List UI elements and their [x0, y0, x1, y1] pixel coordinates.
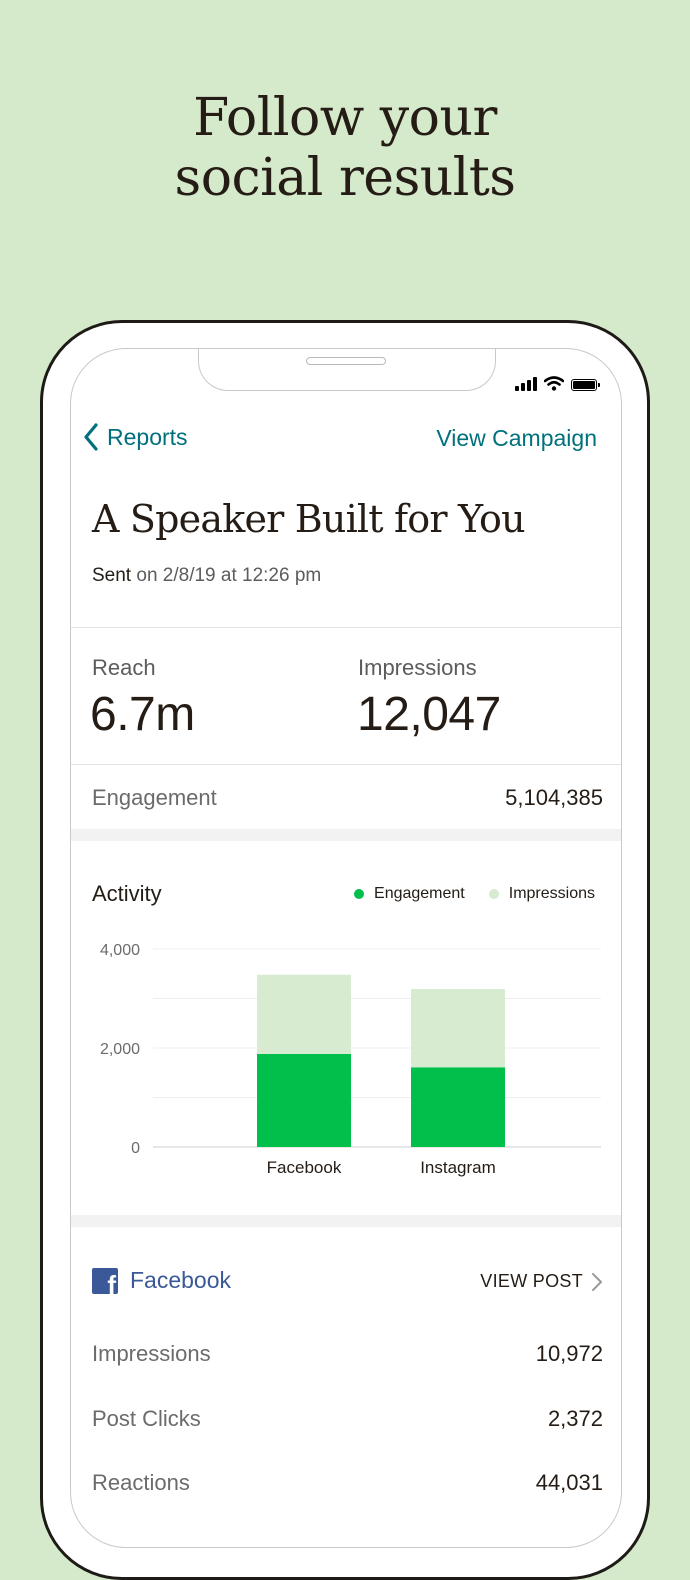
engagement-value: 5,104,385	[505, 785, 603, 810]
divider	[71, 627, 621, 628]
back-label: Reports	[107, 423, 188, 450]
engagement-label: Engagement	[92, 785, 217, 810]
fb-reactions-value: 44,031	[535, 1470, 603, 1495]
activity-chart: 4,000 2,000 0 Facebook Instagram	[100, 942, 601, 1177]
impressions-dot	[488, 889, 499, 899]
legend-impressions-label: Impressions	[508, 885, 595, 902]
activity-title: Activity	[92, 881, 162, 906]
legend-engagement: Engagement	[354, 885, 465, 903]
facebook-logo-icon: f	[92, 1267, 118, 1294]
headline-line-1: Follow your	[193, 88, 497, 148]
y-tick-label: 0	[131, 1140, 140, 1157]
divider	[71, 764, 621, 765]
view-post-label: VIEW POST	[480, 1271, 583, 1291]
battery-icon	[571, 379, 600, 391]
fb-impressions-value: 10,972	[535, 1341, 603, 1366]
chart-legend: Engagement Impressions	[354, 885, 595, 903]
fb-post-clicks-value: 2,372	[547, 1406, 603, 1431]
fb-impressions-label: Impressions	[92, 1341, 211, 1366]
engagement-dot	[354, 889, 365, 899]
chevron-right-icon	[592, 1272, 602, 1291]
sent-info: Sent on 2/8/19 at 12:26 pm	[92, 565, 321, 587]
headline-line-2: social results	[174, 148, 516, 208]
facebook-name: Facebook	[130, 1267, 232, 1293]
fb-reactions-label: Reactions	[92, 1470, 190, 1495]
nav-bar: Reports View Campaign	[71, 419, 621, 459]
legend-engagement-label: Engagement	[374, 885, 465, 902]
section-gap	[71, 829, 621, 841]
notch	[198, 349, 496, 391]
sent-detail: on 2/8/19 at 12:26 pm	[136, 565, 322, 586]
headline: Follow your social results	[0, 88, 690, 208]
signal-icon	[515, 377, 537, 391]
phone-screen: Reports View Campaign A Speaker Built fo…	[70, 348, 622, 1548]
back-button[interactable]: Reports	[83, 423, 188, 451]
y-tick-label: 2,000	[100, 1041, 140, 1058]
impressions-value: 12,047	[357, 688, 501, 741]
legend-impressions: Impressions	[488, 885, 595, 903]
campaign-title: A Speaker Built for You	[92, 497, 526, 541]
fb-post-clicks-label: Post Clicks	[92, 1406, 201, 1431]
bar-facebook-engagement	[257, 1053, 351, 1147]
y-tick-label: 4,000	[100, 942, 140, 959]
x-tick-label: Facebook	[267, 1158, 342, 1177]
sent-word: Sent	[92, 565, 132, 586]
back-chevron-icon	[84, 423, 98, 451]
wifi-icon	[544, 376, 564, 391]
view-post-button[interactable]: VIEW POST	[480, 1271, 603, 1292]
bar-instagram-engagement	[411, 1067, 505, 1147]
section-gap	[71, 1215, 621, 1227]
x-tick-label: Instagram	[420, 1158, 496, 1177]
reach-value: 6.7m	[90, 688, 195, 741]
reach-label: Reach	[92, 655, 156, 680]
speaker-grille	[306, 357, 386, 365]
impressions-label: Impressions	[358, 655, 477, 680]
view-campaign-link[interactable]: View Campaign	[436, 425, 597, 451]
bar-facebook-impressions	[257, 974, 351, 1054]
facebook-header[interactable]: f Facebook	[92, 1267, 231, 1294]
bar-instagram-impressions	[411, 989, 505, 1068]
status-bar	[515, 375, 600, 391]
